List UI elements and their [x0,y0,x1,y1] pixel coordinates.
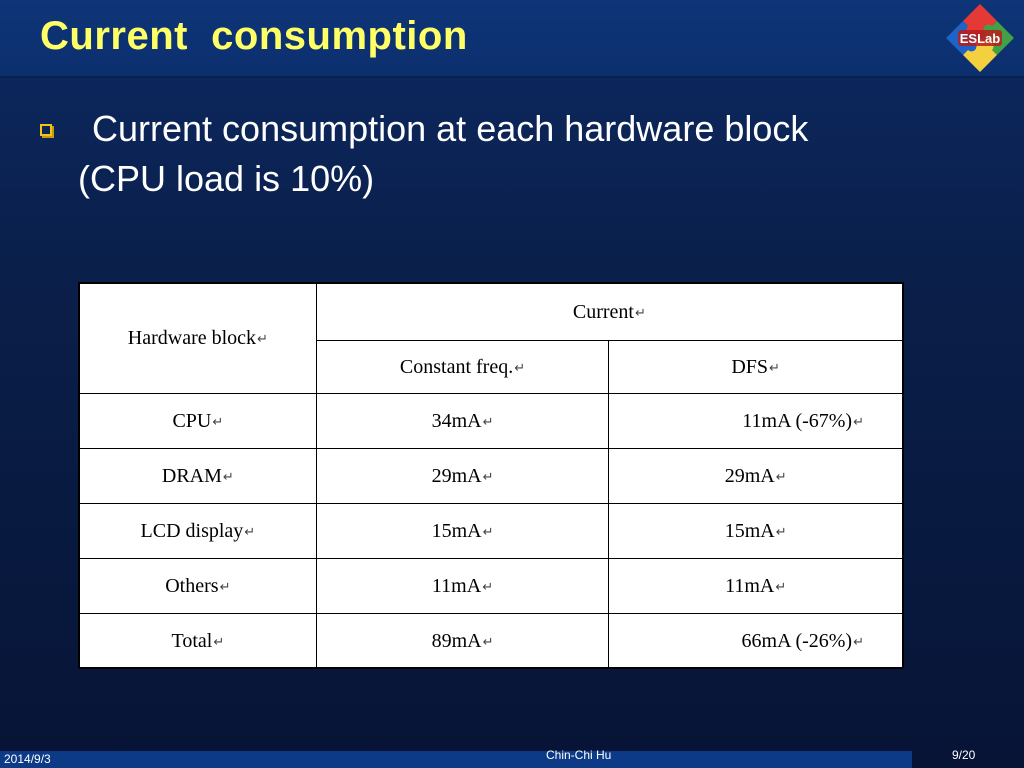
cell-const: 89mA↵ [315,613,610,669]
current-consumption-table: Hardware block↵ Current↵ Constant freq.↵… [79,283,904,669]
footer: 2014/9/3 Chin-Chi Hu 9/20 [0,748,1024,768]
cell-dfs: 11mA (-67%)↵ [608,393,903,449]
table-subheader-row: Constant freq.↵ DFS↵ [80,340,903,394]
footer-author: Chin-Chi Hu [546,748,612,762]
bullet-line-1: Current consumption at each hardware blo… [92,108,809,149]
cell-const: 34mA↵ [315,393,610,449]
cell-block: Others↵ [79,558,317,614]
cell-dfs: 11mA↵ [608,558,903,614]
cell-const: 29mA↵ [315,448,610,504]
hollow-square-bullet-icon [40,124,52,136]
table-row: LCD display↵ 15mA↵ 15mA↵ [79,503,903,559]
cell-block: LCD display↵ [79,503,317,559]
header-dfs: DFS↵ [608,340,903,394]
header-hardware-block: Hardware block↵ [79,283,317,394]
footer-bar [0,751,912,768]
bullet-line-2: (CPU load is 10%) [78,158,375,199]
eslab-logo: ESLab [946,4,1014,72]
cell-const: 11mA↵ [315,558,610,614]
title-bar: Current consumption ESLab [0,0,1024,78]
table-row: DRAM↵ 29mA↵ 29mA↵ [79,448,903,504]
cell-block: CPU↵ [79,393,317,449]
table-row: Total↵ 89mA↵ 66mA (-26%)↵ [79,613,903,669]
bullet-text: Current consumption at each hardware blo… [78,104,958,204]
cell-dfs: 15mA↵ [608,503,903,559]
header-current: Current↵ [315,283,904,341]
table-header-row: Hardware block↵ Current↵ [79,283,904,394]
cell-dfs: 66mA (-26%)↵ [608,613,903,669]
cell-dfs: 29mA↵ [608,448,903,504]
header-constant-freq: Constant freq.↵ [315,340,610,394]
logo-text: ESLab [960,31,1001,46]
cell-block: Total↵ [79,613,317,669]
table-row: Others↵ 11mA↵ 11mA↵ [79,558,903,614]
slide-title: Current consumption [40,14,468,58]
footer-date: 2014/9/3 [4,752,51,766]
footer-page-number: 9/20 [952,748,976,762]
current-table: Hardware block↵ Current↵ Constant freq.↵… [78,282,904,669]
cell-block: DRAM↵ [79,448,317,504]
cell-const: 15mA↵ [315,503,610,559]
table-row: CPU↵ 34mA↵ 11mA (-67%)↵ [79,393,903,449]
